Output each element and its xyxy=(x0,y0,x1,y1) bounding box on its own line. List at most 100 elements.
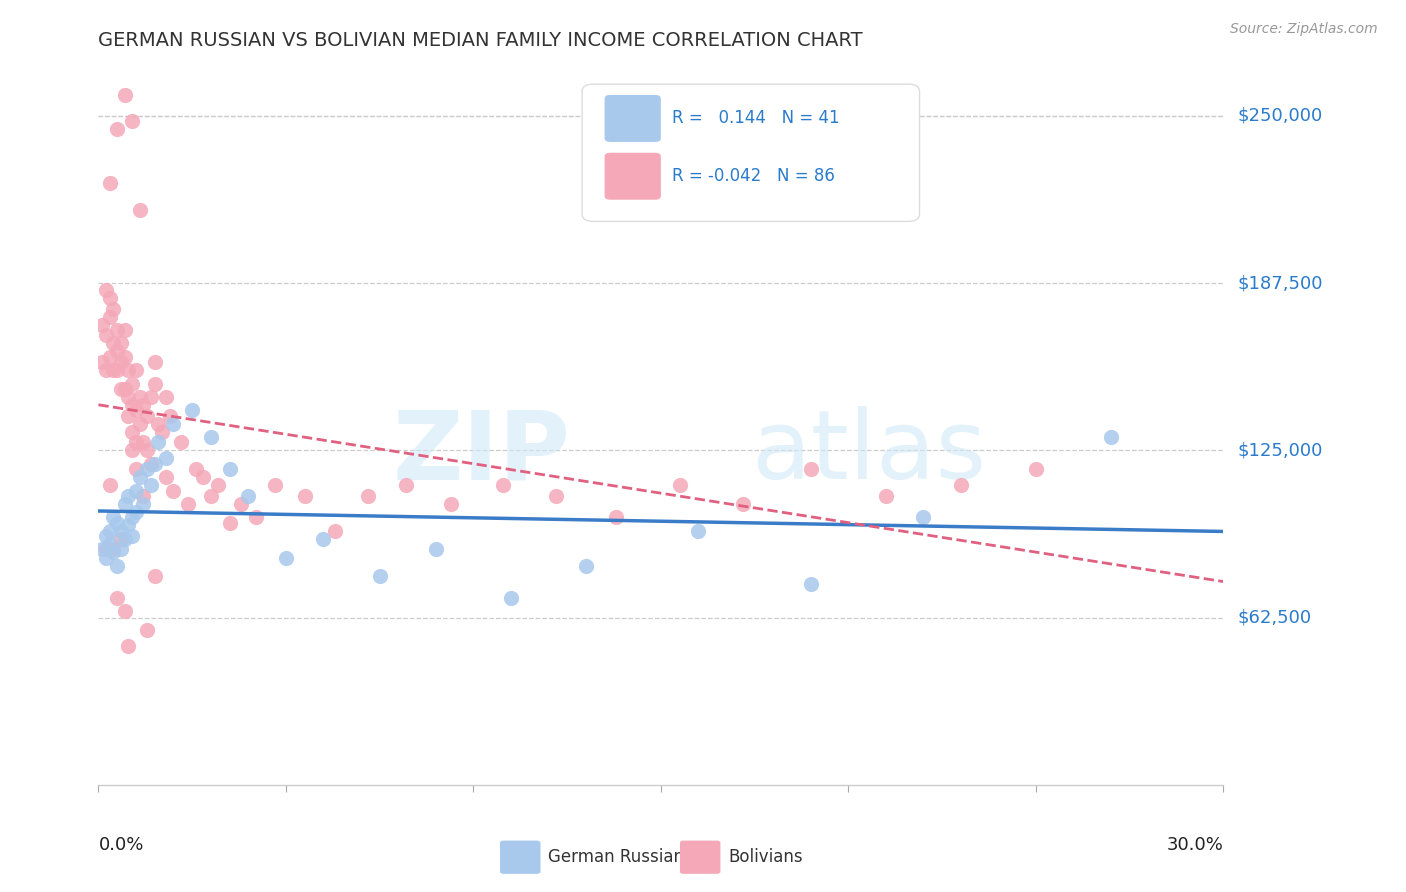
Point xyxy=(218,462,240,476)
Point xyxy=(110,382,132,396)
Point xyxy=(94,328,117,343)
Point xyxy=(440,497,463,511)
Text: German Russians: German Russians xyxy=(548,848,693,866)
Point xyxy=(114,604,136,618)
Point xyxy=(200,430,222,444)
Point xyxy=(125,505,148,519)
Point xyxy=(605,510,627,524)
Point xyxy=(162,483,184,498)
Point xyxy=(136,409,159,423)
Point xyxy=(245,510,267,524)
Point xyxy=(139,457,162,471)
Point xyxy=(121,114,143,128)
Point xyxy=(125,403,148,417)
Point xyxy=(148,417,170,431)
Point xyxy=(128,417,150,431)
Point xyxy=(98,478,121,492)
Point xyxy=(114,497,136,511)
Point xyxy=(117,363,139,377)
Point xyxy=(368,569,391,583)
Point xyxy=(139,478,162,492)
Point xyxy=(98,291,121,305)
Point xyxy=(499,591,522,605)
Point xyxy=(132,497,155,511)
Point xyxy=(98,350,121,364)
Point xyxy=(143,569,166,583)
Point xyxy=(103,336,125,351)
Text: R = -0.042   N = 86: R = -0.042 N = 86 xyxy=(672,167,835,186)
Point xyxy=(312,532,335,546)
Point xyxy=(357,489,380,503)
Point xyxy=(94,542,117,557)
Point xyxy=(128,470,150,484)
FancyBboxPatch shape xyxy=(605,153,661,200)
Point xyxy=(105,558,128,573)
Point xyxy=(143,376,166,391)
Point xyxy=(668,478,690,492)
Text: $187,500: $187,500 xyxy=(1237,274,1323,293)
Point xyxy=(170,435,193,450)
FancyBboxPatch shape xyxy=(681,840,720,874)
Point xyxy=(136,443,159,458)
Point xyxy=(121,443,143,458)
Point xyxy=(132,398,155,412)
Point xyxy=(148,435,170,450)
Point xyxy=(121,425,143,439)
Text: $62,500: $62,500 xyxy=(1237,608,1312,627)
Point xyxy=(155,451,177,466)
Point xyxy=(162,417,184,431)
Point xyxy=(114,532,136,546)
Point xyxy=(229,497,252,511)
Point xyxy=(98,310,121,324)
Point xyxy=(177,497,200,511)
Point xyxy=(125,435,148,450)
Point xyxy=(98,524,121,538)
Point xyxy=(139,390,162,404)
Point xyxy=(110,524,132,538)
Point xyxy=(274,550,297,565)
Point xyxy=(143,457,166,471)
Point xyxy=(193,470,215,484)
Point xyxy=(114,350,136,364)
Point xyxy=(94,550,117,565)
Point xyxy=(949,478,972,492)
Point xyxy=(94,529,117,543)
Point xyxy=(128,202,150,217)
Point xyxy=(575,558,598,573)
Point xyxy=(105,591,128,605)
Point xyxy=(105,363,128,377)
Point xyxy=(117,639,139,653)
Point xyxy=(105,344,128,359)
Point xyxy=(110,336,132,351)
FancyBboxPatch shape xyxy=(582,84,920,221)
Point xyxy=(238,489,260,503)
Point xyxy=(207,478,229,492)
Point xyxy=(181,403,204,417)
Point xyxy=(912,510,935,524)
Point xyxy=(121,398,143,412)
Point xyxy=(105,516,128,530)
Point xyxy=(143,355,166,369)
Point xyxy=(1099,430,1122,444)
Point xyxy=(94,363,117,377)
Point xyxy=(425,542,447,557)
Point xyxy=(263,478,285,492)
Point xyxy=(110,542,132,557)
Text: 30.0%: 30.0% xyxy=(1167,836,1223,854)
Point xyxy=(105,122,128,136)
Text: Source: ZipAtlas.com: Source: ZipAtlas.com xyxy=(1230,22,1378,37)
Point xyxy=(492,478,515,492)
Point xyxy=(103,510,125,524)
Text: GERMAN RUSSIAN VS BOLIVIAN MEDIAN FAMILY INCOME CORRELATION CHART: GERMAN RUSSIAN VS BOLIVIAN MEDIAN FAMILY… xyxy=(98,30,863,50)
Point xyxy=(200,489,222,503)
Point xyxy=(117,409,139,423)
Point xyxy=(159,409,181,423)
Point xyxy=(125,363,148,377)
Point xyxy=(117,489,139,503)
Point xyxy=(136,462,159,476)
Point xyxy=(103,363,125,377)
Point xyxy=(117,518,139,533)
Point xyxy=(91,355,114,369)
Point xyxy=(110,532,132,546)
Point xyxy=(218,516,240,530)
